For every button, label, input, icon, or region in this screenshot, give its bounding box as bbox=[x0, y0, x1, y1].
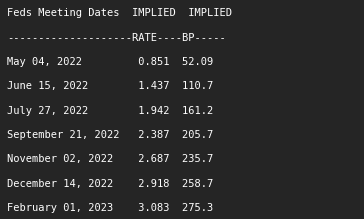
Text: February 01, 2023    3.083  275.3: February 01, 2023 3.083 275.3 bbox=[7, 203, 214, 213]
Text: July 27, 2022        1.942  161.2: July 27, 2022 1.942 161.2 bbox=[7, 106, 214, 116]
Text: May 04, 2022         0.851  52.09: May 04, 2022 0.851 52.09 bbox=[7, 57, 214, 67]
Text: September 21, 2022   2.387  205.7: September 21, 2022 2.387 205.7 bbox=[7, 130, 214, 140]
Text: November 02, 2022    2.687  235.7: November 02, 2022 2.687 235.7 bbox=[7, 154, 214, 164]
Text: --------------------RATE----BP-----: --------------------RATE----BP----- bbox=[7, 33, 226, 43]
Text: December 14, 2022    2.918  258.7: December 14, 2022 2.918 258.7 bbox=[7, 179, 214, 189]
Text: June 15, 2022        1.437  110.7: June 15, 2022 1.437 110.7 bbox=[7, 81, 214, 91]
Text: Feds Meeting Dates  IMPLIED  IMPLIED: Feds Meeting Dates IMPLIED IMPLIED bbox=[7, 8, 232, 18]
